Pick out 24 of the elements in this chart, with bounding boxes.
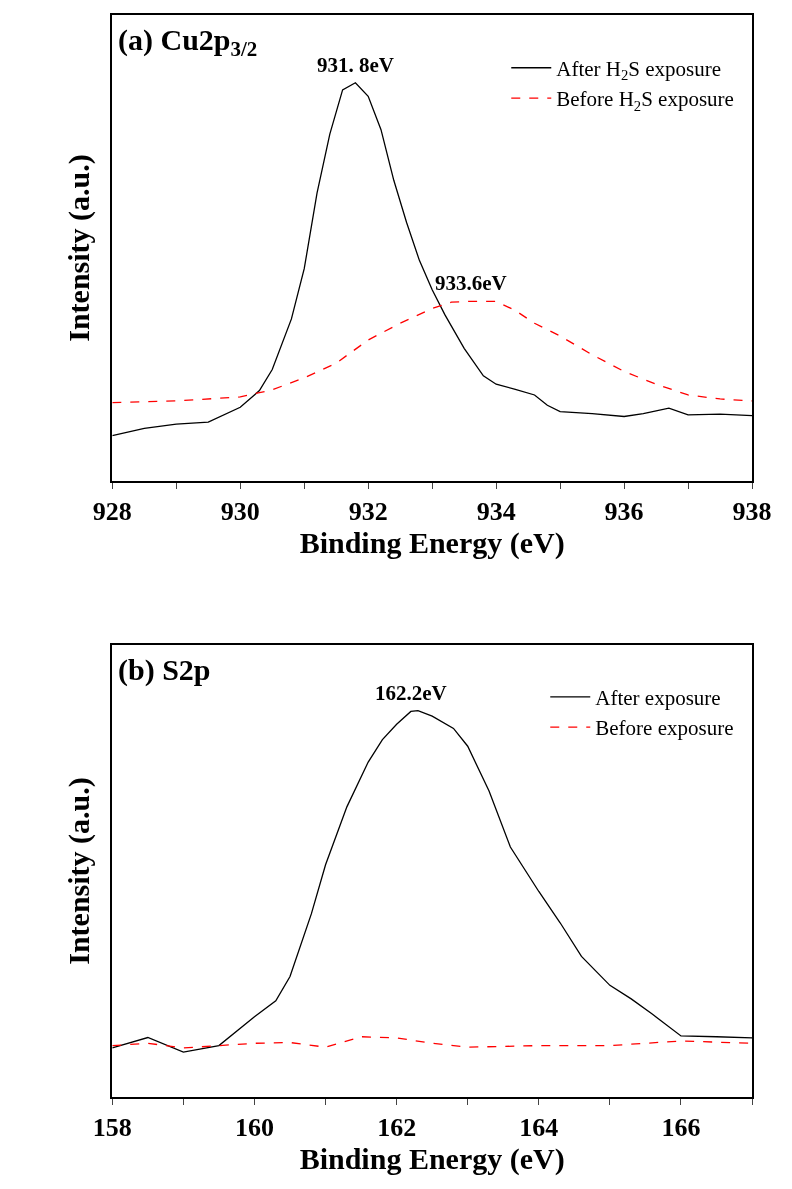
x-tick-label: 158: [92, 1112, 132, 1142]
x-tick-label: 936: [604, 496, 644, 526]
x-tick-label: 162: [377, 1112, 417, 1142]
annotation: 931. 8eV: [317, 53, 394, 77]
annotation: 162.2eV: [375, 681, 447, 705]
x-tick-label: 938: [732, 496, 772, 526]
x-tick-label: 930: [220, 496, 260, 526]
text: (b) S2p: [118, 653, 211, 687]
legend-label: Before exposure: [595, 716, 734, 741]
x-axis-title: Binding Energy (eV): [299, 1141, 565, 1176]
x-tick-label: 164: [519, 1112, 559, 1142]
y-axis-title: Intensity (a.u.): [62, 777, 97, 965]
x-axis-title: Binding Energy (eV): [299, 525, 565, 560]
legend-label: After H$_{2}$S exposure: [556, 56, 722, 84]
x-tick-label: 160: [234, 1112, 274, 1142]
annotation: 933.6eV: [435, 271, 507, 295]
text: (a) Cu2p$_{3/2}$: [118, 23, 258, 62]
legend-label: After exposure: [595, 685, 721, 710]
x-tick-label: 934: [476, 496, 516, 526]
x-tick-label: 932: [348, 496, 388, 526]
legend-label: Before H$_{2}$S exposure: [556, 87, 734, 114]
x-tick-label: 166: [661, 1112, 701, 1142]
y-axis-title: Intensity (a.u.): [62, 154, 97, 342]
x-tick-label: 928: [92, 496, 132, 526]
